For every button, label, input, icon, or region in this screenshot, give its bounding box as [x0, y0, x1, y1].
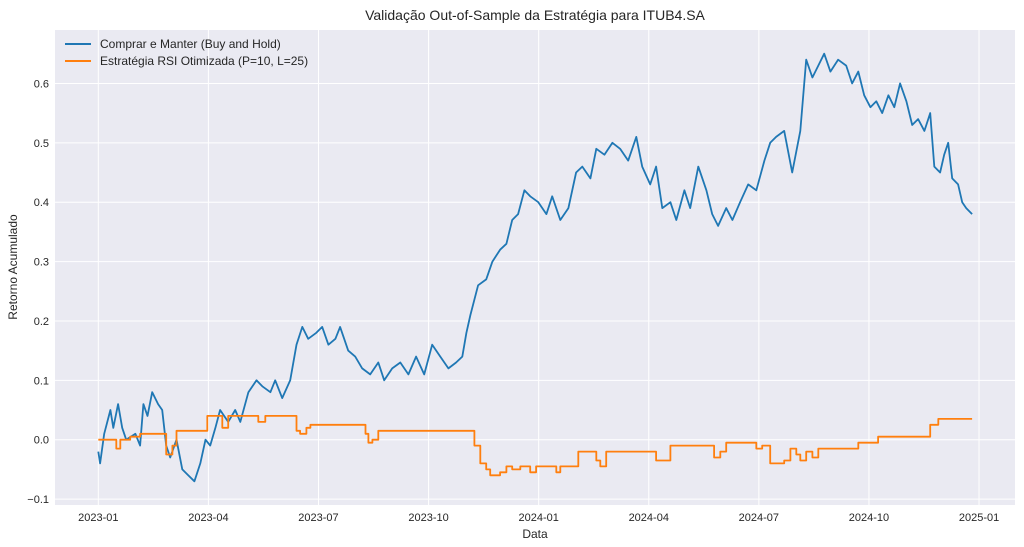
ticks: 2023-01 2023-04 2023-07 2023-10 2024-01 2024-… — [27, 78, 999, 524]
x-tick-label: 2024-04 — [629, 512, 669, 524]
x-tick-label: 2024-01 — [518, 512, 558, 524]
y-tick-label: 0.1 — [34, 375, 49, 387]
x-tick-label: 2024-10 — [849, 512, 889, 524]
x-tick-label: 2023-10 — [408, 512, 448, 524]
x-tick-label: 2023-07 — [298, 512, 338, 524]
x-tick-label: 2025-01 — [959, 512, 999, 524]
chart-title: Validação Out-of-Sample da Estratégia pa… — [365, 7, 705, 23]
y-tick-label: 0.6 — [34, 78, 49, 90]
series-lines — [97, 52, 973, 483]
plot-area — [55, 30, 1015, 505]
grid — [55, 30, 1015, 505]
series-line-buy-hold — [97, 52, 973, 483]
y-tick-label: 0.0 — [34, 435, 49, 447]
y-tick-label: 0.3 — [34, 257, 49, 269]
series-line-rsi-strategy — [98, 415, 973, 477]
y-tick-label: −0.1 — [27, 494, 49, 506]
x-tick-label: 2023-01 — [78, 512, 118, 524]
legend-label-rsi: Estratégia RSI Otimizada (P=10, L=25) — [100, 54, 308, 68]
y-tick-label: 0.4 — [34, 197, 49, 209]
x-axis-label: Data — [522, 527, 548, 541]
y-axis-label: Retorno Acumulado — [6, 214, 20, 320]
y-tick-label: 0.5 — [34, 138, 49, 150]
legend: Comprar e Manter (Buy and Hold) Estratég… — [65, 37, 308, 68]
x-tick-label: 2024-07 — [739, 512, 779, 524]
y-tick-label: 0.2 — [34, 316, 49, 328]
x-tick-label: 2023-04 — [188, 512, 228, 524]
legend-label-buy-hold: Comprar e Manter (Buy and Hold) — [100, 37, 281, 51]
